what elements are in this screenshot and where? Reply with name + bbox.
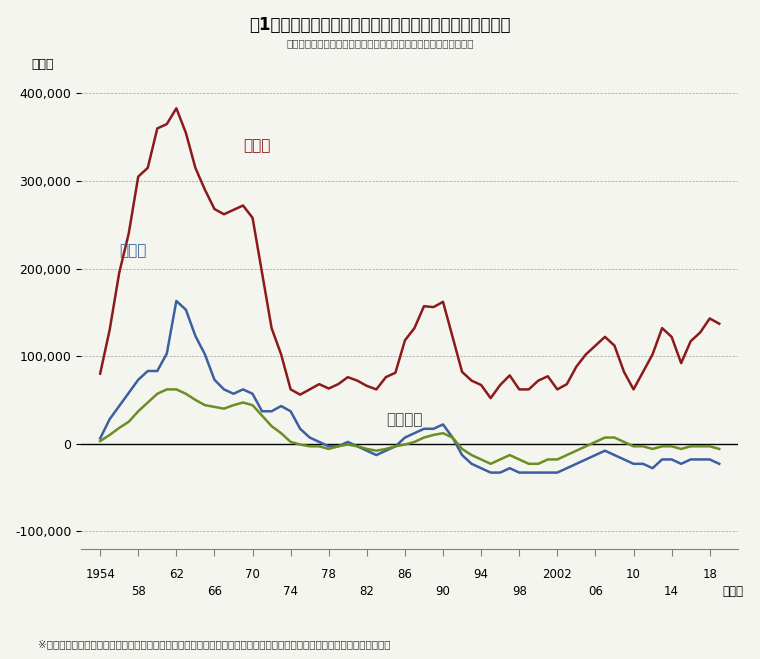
- Text: （人）: （人）: [32, 58, 54, 71]
- Text: 10: 10: [626, 568, 641, 581]
- Text: 86: 86: [397, 568, 413, 581]
- Text: 78: 78: [321, 568, 336, 581]
- Text: 1954: 1954: [85, 568, 115, 581]
- Text: 東京圏: 東京圏: [243, 138, 271, 154]
- Text: ※　東京都、神奈川県、埼玉県、千葉県の東京圏、愛知県、岐阜県、三重県の名古屋圏、大阪府、兵庫県、奈良県の大阪圏。: ※ 東京都、神奈川県、埼玉県、千葉県の東京圏、愛知県、岐阜県、三重県の名古屋圏、…: [38, 639, 391, 649]
- Text: 70: 70: [245, 568, 260, 581]
- Text: 82: 82: [359, 585, 374, 598]
- Text: （出所）総務省統計局「住民基本台帳人口移動報告」より筆者作成: （出所）総務省統計局「住民基本台帳人口移動報告」より筆者作成: [287, 38, 473, 48]
- Text: 98: 98: [511, 585, 527, 598]
- Text: 62: 62: [169, 568, 184, 581]
- Text: 58: 58: [131, 585, 146, 598]
- Text: 90: 90: [435, 585, 451, 598]
- Text: （年）: （年）: [722, 585, 743, 598]
- Text: 図1　産業構造の変化とともに続いてきた東京圏一極集中: 図1 産業構造の変化とともに続いてきた東京圏一極集中: [249, 16, 511, 34]
- Text: 66: 66: [207, 585, 222, 598]
- Text: 94: 94: [473, 568, 489, 581]
- Text: 74: 74: [283, 585, 298, 598]
- Text: 18: 18: [702, 568, 717, 581]
- Text: 14: 14: [664, 585, 679, 598]
- Text: 2002: 2002: [543, 568, 572, 581]
- Text: 06: 06: [588, 585, 603, 598]
- Text: 大阪圏: 大阪圏: [119, 243, 147, 258]
- Text: 名古屋圏: 名古屋圏: [386, 413, 423, 428]
